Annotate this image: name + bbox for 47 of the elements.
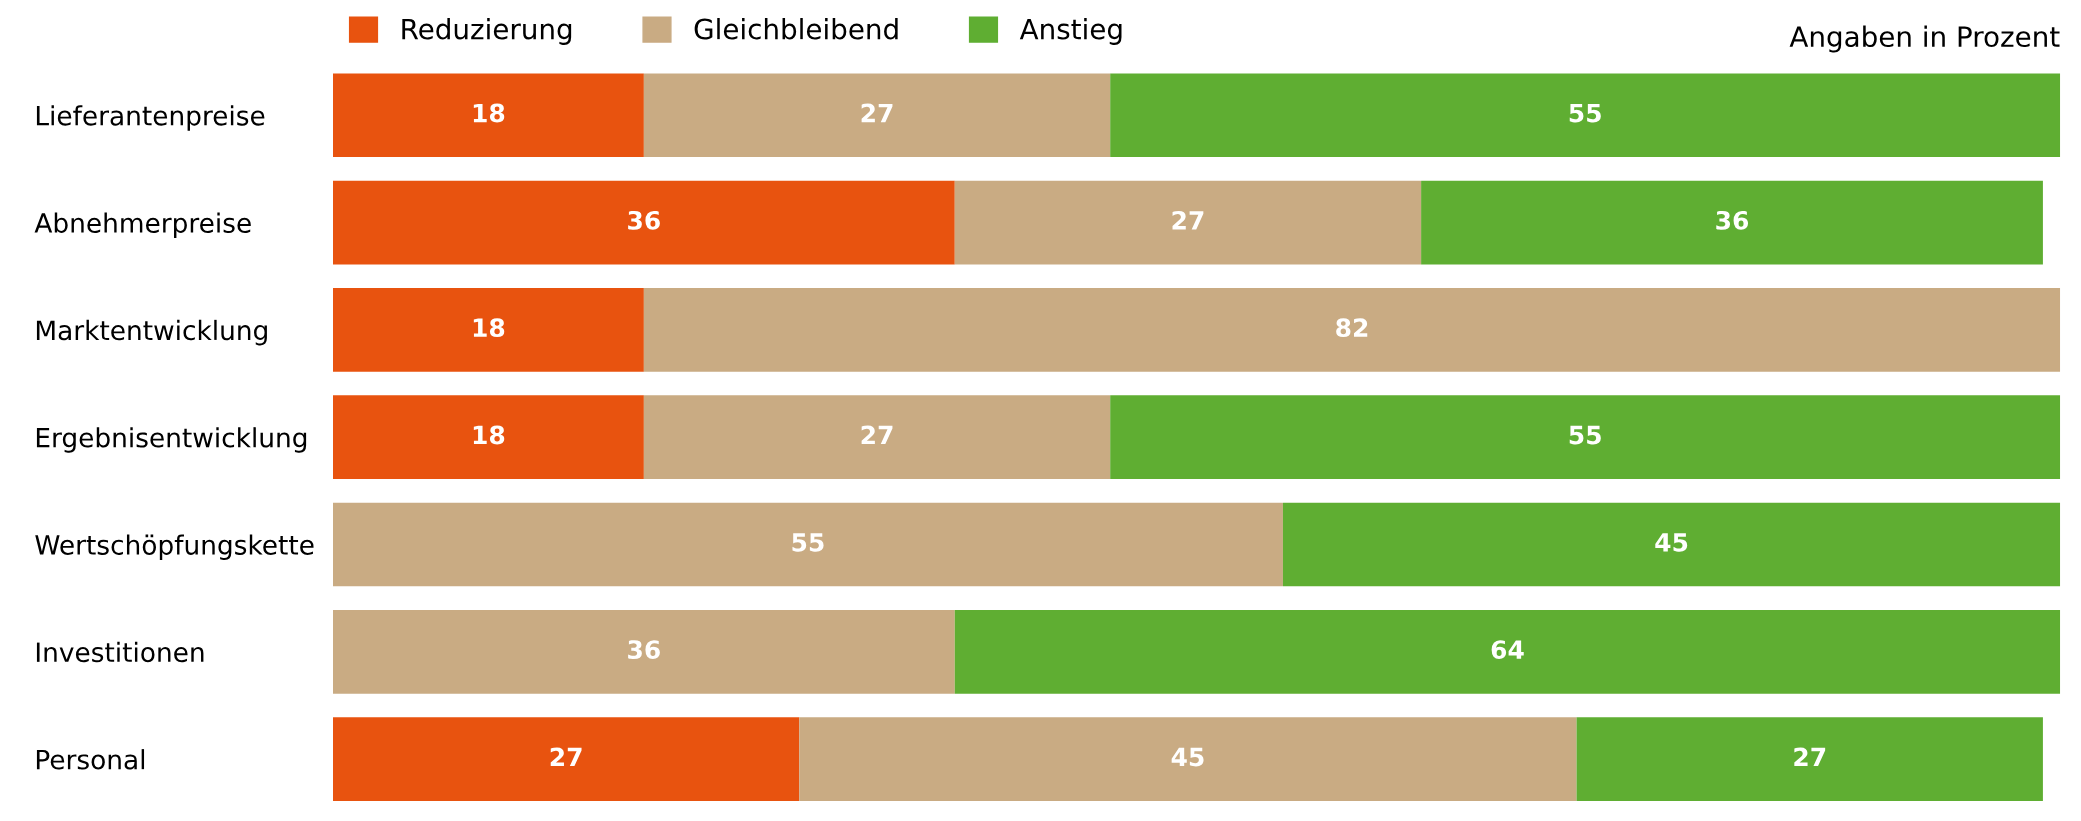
- text: Angaben in Prozent: [1789, 25, 2060, 53]
- y-tick-label: Marktentwicklung: [36, 319, 267, 346]
- data-label: 27: [1794, 747, 1826, 767]
- bar: [1282, 502, 2061, 587]
- data-label: 18: [473, 318, 505, 338]
- y-tick-label: Wertschöpfungskette: [35, 534, 314, 561]
- bar: [643, 288, 2061, 372]
- bar: [332, 395, 644, 480]
- data-label: 18: [473, 103, 505, 123]
- y-tick-label: Investitionen: [36, 641, 204, 663]
- bar: [332, 288, 644, 372]
- y-tick-label: Lieferantenpreise: [36, 105, 265, 131]
- legend-label: Gleichbleibend: [694, 18, 898, 40]
- bar: [954, 180, 1422, 265]
- bar: [1110, 73, 2061, 158]
- legend-label: Anstieg: [1019, 18, 1122, 45]
- bar: [332, 180, 955, 265]
- bar: [332, 717, 800, 801]
- data-label: 36: [628, 210, 660, 230]
- data-label: 27: [861, 425, 893, 445]
- bar: [332, 502, 1283, 587]
- bar: [954, 609, 2061, 694]
- data-label: 45: [1171, 747, 1204, 767]
- legend-label: Reduzierung: [402, 18, 572, 45]
- data-label: 55: [792, 533, 824, 552]
- data-label: 27: [550, 747, 582, 767]
- data-label: 36: [1716, 210, 1749, 230]
- bar: [1110, 395, 2061, 480]
- data-label: 55: [1569, 425, 1601, 445]
- bar: [643, 73, 1111, 158]
- bar: [799, 717, 1577, 801]
- data-label: 55: [1569, 103, 1601, 123]
- bar: [643, 395, 1111, 480]
- bar: [332, 73, 644, 158]
- data-label: 18: [473, 425, 505, 445]
- y-tick-label: Personal: [36, 749, 145, 770]
- data-label: 27: [1172, 210, 1204, 230]
- y-tick-label: Ergebnisentwicklung: [36, 427, 307, 453]
- bar: [1421, 180, 2043, 265]
- data-label: 36: [628, 640, 660, 660]
- y-tick-label: Abnehmerpreise: [34, 212, 251, 239]
- data-label: 27: [861, 103, 893, 123]
- data-label: 64: [1491, 640, 1524, 660]
- bar: [1576, 717, 2043, 801]
- data-label: 45: [1655, 533, 1688, 552]
- data-label: 82: [1336, 318, 1368, 338]
- bar: [332, 609, 955, 694]
